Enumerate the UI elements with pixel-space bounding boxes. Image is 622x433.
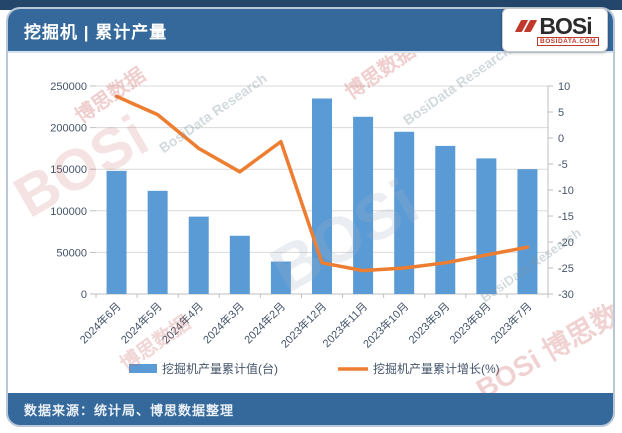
page-title: 挖掘机 | 累计产量 <box>24 22 168 42</box>
left-axis-label: 0 <box>81 289 87 301</box>
legend-line-label: 挖掘机产量累计增长(%) <box>373 361 500 376</box>
x-axis-label: 2024年4月 <box>159 299 206 346</box>
bar <box>394 131 415 294</box>
left-axis-label: 50000 <box>56 247 87 259</box>
right-axis-label: -10 <box>558 185 574 197</box>
logo-text: BOSi <box>539 12 592 39</box>
x-axis-label: 2023年7月 <box>487 299 534 346</box>
right-axis-label: 5 <box>558 107 564 119</box>
card-footer: 数据来源：统计局、博思数据整理 <box>8 393 613 425</box>
right-axis-label: -25 <box>558 263 574 275</box>
production-chart: 0 50000 100000 150000 200000 250000 10 5 0 -5 -10 -… <box>50 81 574 376</box>
chart-region: 0 50000 100000 150000 200000 250000 10 5 0 -5 -10 -… <box>8 53 613 393</box>
left-axis-label: 200000 <box>50 123 87 135</box>
left-axis-label: 150000 <box>50 164 87 176</box>
x-axis-label: 2023年9月 <box>405 299 452 346</box>
report-card: 挖掘机 | 累计产量 0 50000 100000 150000 200000 25000… <box>6 7 615 427</box>
bar <box>476 158 497 294</box>
logo-row: BOSi <box>515 12 593 39</box>
left-axis-label: 250000 <box>50 81 87 93</box>
logo-slashes-icon <box>515 20 538 32</box>
right-axis-label: -30 <box>558 289 574 301</box>
bar <box>106 170 127 294</box>
top-strip <box>0 0 622 10</box>
data-source-text: 数据来源：统计局、博思数据整理 <box>24 402 235 418</box>
x-axis-label: 2024年3月 <box>200 299 247 346</box>
right-axis-label: -15 <box>558 211 574 223</box>
right-axis-label: 0 <box>558 133 564 145</box>
growth-line <box>114 94 530 273</box>
left-axis-label: 100000 <box>50 206 87 218</box>
x-axis-label: 2023年8月 <box>446 299 493 346</box>
bar <box>435 145 456 294</box>
right-axis-label: 10 <box>558 81 570 93</box>
bosi-logo: BOSi BOSIDATA.COM <box>502 8 608 52</box>
bar <box>353 116 374 294</box>
bar <box>147 190 168 294</box>
x-axis-label: 2024年6月 <box>77 299 124 346</box>
right-axis-label: -20 <box>558 237 574 249</box>
x-axis-label: 2024年5月 <box>118 299 165 346</box>
bar <box>188 216 209 294</box>
right-axis-label: -5 <box>558 159 568 171</box>
bar <box>517 169 538 294</box>
legend-bar-swatch <box>129 364 157 373</box>
logo-domain: BOSIDATA.COM <box>537 36 599 46</box>
legend-bar-label: 挖掘机产量累计值(台) <box>162 361 278 376</box>
bar <box>229 235 250 294</box>
bar <box>270 261 291 294</box>
